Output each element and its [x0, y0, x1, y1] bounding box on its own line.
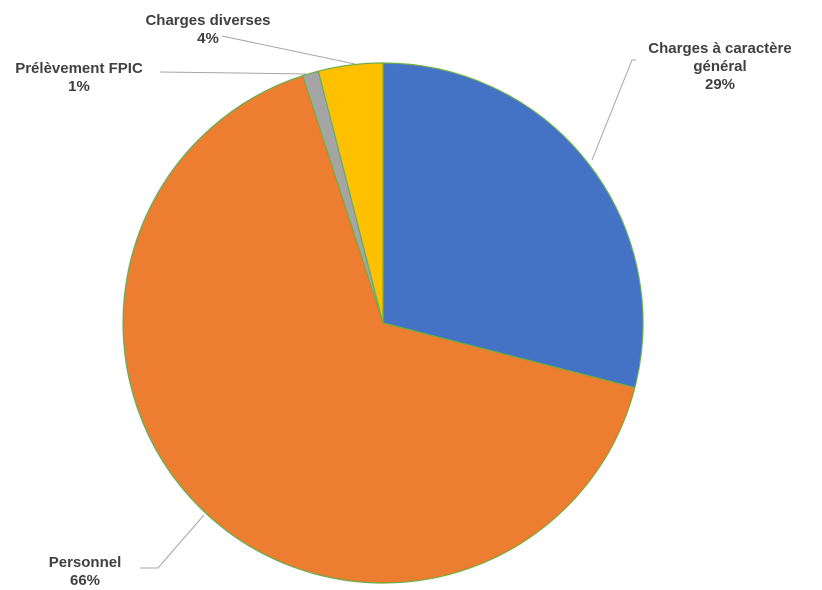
- slice-personnel: [122, 74, 636, 584]
- slice-charges-diverses: [317, 62, 384, 324]
- leader-line-personnel: [140, 514, 205, 569]
- label-prelevement-fpic: Prélèvement FPIC 1%: [15, 60, 143, 95]
- slice-charges-caractere-general: [382, 62, 644, 389]
- label-charges-diverses: Charges diverses 4%: [145, 12, 271, 47]
- label-charges-caractere-general: Charges à caractère général 29%: [648, 40, 792, 93]
- leader-line-charges-caractere-general: [591, 59, 636, 161]
- leader-line-charges-diverses: [221, 35, 356, 65]
- leader-line-prelevement-fpic: [159, 71, 309, 75]
- label-personnel: Personnel 66%: [48, 554, 122, 589]
